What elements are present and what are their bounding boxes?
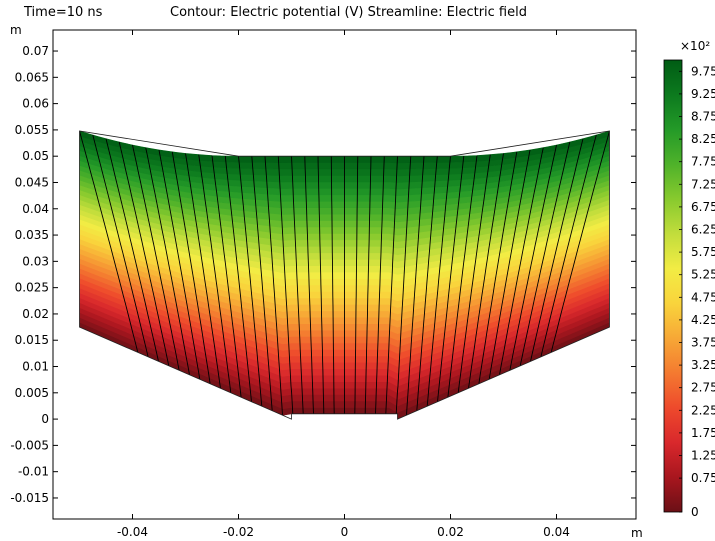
streamline <box>171 151 211 384</box>
streamline <box>530 138 584 362</box>
streamline <box>132 144 180 371</box>
x-tick-label: -0.02 <box>223 525 254 539</box>
colorbar-label: 4.25 <box>691 313 715 327</box>
streamline <box>509 144 557 371</box>
plot-title: Contour: Electric potential (V) Streamli… <box>170 5 527 20</box>
colorbar: 9.75 9.25 8.75 8.25 7.75 7.25 6.75 6.25 5.75 5.25… <box>663 39 715 519</box>
y-tick-label: 0 <box>41 412 49 426</box>
streamline <box>251 156 273 411</box>
colorbar-label: 1.25 <box>691 449 715 463</box>
y-tick-label: 0.04 <box>22 202 49 216</box>
x-tick-label: 0 <box>341 525 349 539</box>
colorbar-label: 7.75 <box>691 155 715 169</box>
y-tick-label: -0.015 <box>10 491 49 505</box>
streamline <box>406 156 425 416</box>
colorbar-label: 2.25 <box>691 403 715 417</box>
y-tick-label: 0.05 <box>22 149 49 163</box>
y-tick-label: 0.01 <box>22 360 49 374</box>
colorbar-gradient <box>663 59 683 513</box>
y-tick-label: 0.02 <box>22 307 49 321</box>
y-tick-label: -0.005 <box>10 438 49 452</box>
streamline <box>277 156 294 414</box>
streamline <box>478 151 518 384</box>
y-axis-unit: m <box>10 23 22 37</box>
streamline <box>416 156 438 411</box>
colorbar-label: 5.25 <box>691 268 715 282</box>
x-tick-label: 0.02 <box>437 525 464 539</box>
y-tick-label: -0.01 <box>18 465 49 479</box>
streamline <box>79 131 139 353</box>
streamline <box>519 141 571 366</box>
streamline <box>354 156 359 414</box>
streamline <box>540 134 597 358</box>
y-tick-label: 0.07 <box>22 44 49 58</box>
y-tick-label: 0.005 <box>15 386 49 400</box>
streamline <box>211 155 242 398</box>
streamline <box>264 156 283 416</box>
streamline <box>317 156 325 414</box>
y-tick-label: 0.055 <box>15 123 49 137</box>
streamline <box>224 155 252 402</box>
x-axis-unit: m <box>631 526 643 540</box>
y-tick-label: 0.025 <box>15 281 49 295</box>
y-tick-label: 0.065 <box>15 70 49 84</box>
y-tick-label: 0.045 <box>15 175 49 189</box>
streamline <box>499 147 544 375</box>
streamline <box>468 153 504 389</box>
streamline <box>158 149 201 380</box>
colorbar-label: 1.75 <box>691 426 715 440</box>
colorbar-label: 0.75 <box>691 471 715 485</box>
streamline <box>304 156 314 414</box>
streamline <box>385 156 398 414</box>
streamline <box>364 156 372 414</box>
streamline <box>92 134 149 358</box>
axes: -0.04 -0.02 0 0.02 0.04 0.07 0.065 0.06 0.055 0.0… <box>10 23 643 540</box>
colorbar-label: 5.75 <box>691 245 715 259</box>
streamline <box>550 131 610 353</box>
potential-field <box>79 131 610 420</box>
streamline <box>198 154 232 393</box>
colorbar-label: 4.75 <box>691 290 715 304</box>
y-tick-label: 0.015 <box>15 333 49 347</box>
streamline <box>291 156 304 414</box>
streamline <box>118 141 170 366</box>
colorbar-label: 7.25 <box>691 177 715 191</box>
streamline <box>238 156 263 407</box>
streamline <box>145 147 190 375</box>
streamline <box>375 156 385 414</box>
colorbar-label: 0 <box>691 505 699 519</box>
colorbar-label: 9.75 <box>691 64 715 78</box>
colorbar-label: 6.25 <box>691 223 715 237</box>
colorbar-label: 3.75 <box>691 336 715 350</box>
y-tick-label: 0.035 <box>15 228 49 242</box>
streamline <box>330 156 335 414</box>
y-tick-label: 0.03 <box>22 254 49 268</box>
x-tick-label: 0.04 <box>543 525 570 539</box>
colorbar-label: 8.25 <box>691 132 715 146</box>
y-tick-label: 0.06 <box>22 97 49 111</box>
colorbar-label: 3.25 <box>691 358 715 372</box>
streamline <box>447 155 478 398</box>
streamlines <box>79 131 610 416</box>
colorbar-label: 8.75 <box>691 110 715 124</box>
domain-outline <box>79 130 610 420</box>
colorbar-label: 2.75 <box>691 381 715 395</box>
streamline <box>185 153 221 389</box>
streamline <box>395 156 412 414</box>
streamline <box>437 155 465 402</box>
colorbar-multiplier: ×10² <box>680 39 710 53</box>
streamline <box>457 154 491 393</box>
streamline <box>488 149 531 380</box>
colorbar-label: 6.75 <box>691 200 715 214</box>
colorbar-label: 9.25 <box>691 87 715 101</box>
x-tick-label: -0.04 <box>117 525 148 539</box>
streamline <box>105 138 159 362</box>
streamline <box>426 156 451 407</box>
time-label: Time=10 ns <box>24 5 103 20</box>
